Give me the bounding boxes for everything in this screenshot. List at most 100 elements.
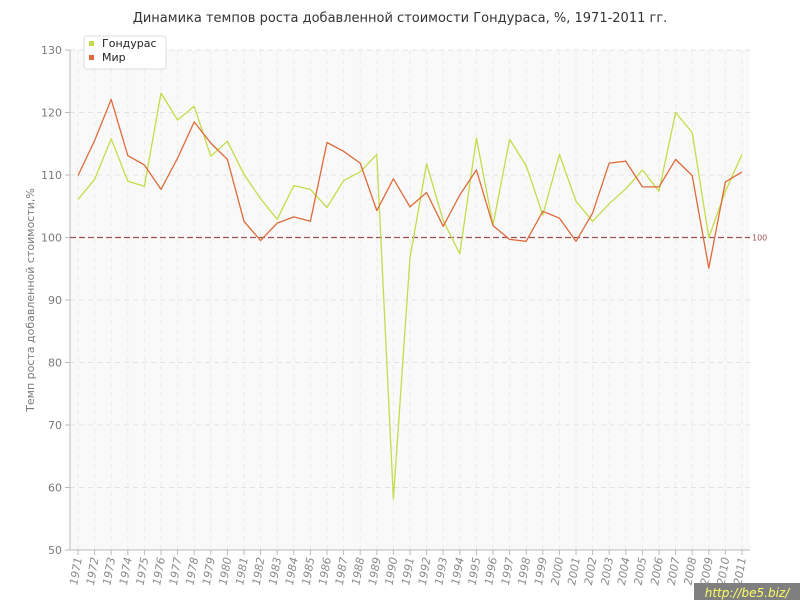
data-point [125, 153, 130, 158]
data-point [607, 161, 612, 166]
data-point [574, 199, 579, 204]
data-point [657, 184, 662, 189]
data-point [607, 201, 612, 206]
data-point [175, 118, 180, 123]
x-tick-label: 1998 [515, 556, 533, 586]
x-tick-label: 2003 [598, 556, 616, 586]
data-point [142, 184, 147, 189]
x-tick-label: 1977 [167, 556, 185, 586]
series-line-world [77, 98, 743, 269]
data-point [740, 152, 745, 157]
data-point [391, 176, 396, 181]
legend-swatch [89, 55, 94, 60]
data-point [391, 496, 396, 501]
data-point [657, 189, 662, 194]
data-point [92, 177, 97, 182]
data-point [358, 169, 363, 174]
data-point [640, 184, 645, 189]
data-point [706, 235, 711, 240]
data-point [258, 238, 263, 243]
data-point [258, 196, 263, 201]
x-tick-label: 2005 [632, 556, 650, 586]
data-point [690, 173, 695, 178]
series-group [76, 92, 745, 501]
data-point [673, 110, 678, 115]
data-point [325, 140, 330, 145]
x-tick-label: 1994 [449, 556, 467, 586]
data-point [690, 130, 695, 135]
x-tick-label: 2000 [549, 556, 567, 586]
x-tick-label: 1993 [432, 556, 450, 586]
data-point [341, 178, 346, 183]
x-tick-label: 1974 [117, 556, 135, 586]
x-tick-label: 1972 [84, 556, 102, 586]
data-point [159, 187, 164, 192]
data-point [175, 156, 180, 161]
data-point [358, 161, 363, 166]
data-point [673, 157, 678, 162]
watermark[interactable]: http://be5.biz/ [694, 583, 800, 600]
data-point [291, 183, 296, 188]
x-tick-label: 1992 [416, 556, 434, 586]
x-tick-label: 1978 [183, 556, 201, 586]
data-point [557, 216, 562, 221]
data-point [192, 119, 197, 124]
data-point [590, 219, 595, 224]
data-point [374, 152, 379, 157]
x-tick-label: 1997 [499, 556, 517, 586]
data-point [275, 221, 280, 226]
data-point [474, 168, 479, 173]
y-tick-label: 60 [48, 482, 62, 495]
data-point [125, 179, 130, 184]
data-point [291, 214, 296, 219]
x-tick-label: 1986 [316, 556, 334, 586]
data-point [76, 173, 81, 178]
data-point [640, 168, 645, 173]
data-point [109, 136, 114, 141]
reference-line-group: 100 [70, 234, 767, 243]
data-point [540, 209, 545, 214]
data-point [507, 237, 512, 242]
y-axis-label: Темп роста добавленной стоимости,% [24, 188, 37, 413]
x-tick-label: 2004 [615, 556, 633, 586]
x-tick-label: 1983 [266, 556, 284, 586]
x-tick-label: 1996 [482, 556, 500, 586]
x-tick-label: 2007 [665, 556, 683, 586]
x-tick-label: 1999 [532, 556, 550, 586]
x-tick-label: 1981 [233, 556, 251, 586]
data-point [192, 104, 197, 109]
data-point [623, 186, 628, 191]
data-point [457, 193, 462, 198]
x-tick-label: 2002 [582, 556, 600, 586]
y-tick-label: 50 [48, 544, 62, 557]
x-tick-label: 1989 [366, 556, 384, 586]
x-tick-label: 1988 [349, 556, 367, 586]
data-point [424, 190, 429, 195]
x-tick-label: 2011 [731, 556, 749, 586]
data-point [723, 179, 728, 184]
data-point [557, 152, 562, 157]
legend-box [83, 35, 167, 70]
legend-swatch [89, 41, 94, 46]
y-tick-label: 120 [41, 107, 62, 120]
watermark-link[interactable]: http://be5.biz/ [705, 586, 791, 600]
x-tick-label: 1987 [333, 556, 351, 586]
x-tick-label: 1985 [300, 556, 318, 586]
data-point [408, 255, 413, 260]
data-point [740, 169, 745, 174]
x-tick-label: 1975 [134, 556, 152, 586]
data-point [524, 163, 529, 168]
data-point [424, 161, 429, 166]
y-tick-label: 100 [41, 232, 62, 245]
x-tick-label: 2006 [648, 556, 666, 586]
data-point [507, 137, 512, 142]
data-point [225, 157, 230, 162]
data-point [242, 172, 247, 177]
series-line-honduras [77, 92, 743, 500]
reference-line-label: 100 [752, 234, 767, 243]
data-point [706, 266, 711, 271]
data-point [441, 224, 446, 229]
legend-entry: Гондурас [102, 37, 157, 50]
